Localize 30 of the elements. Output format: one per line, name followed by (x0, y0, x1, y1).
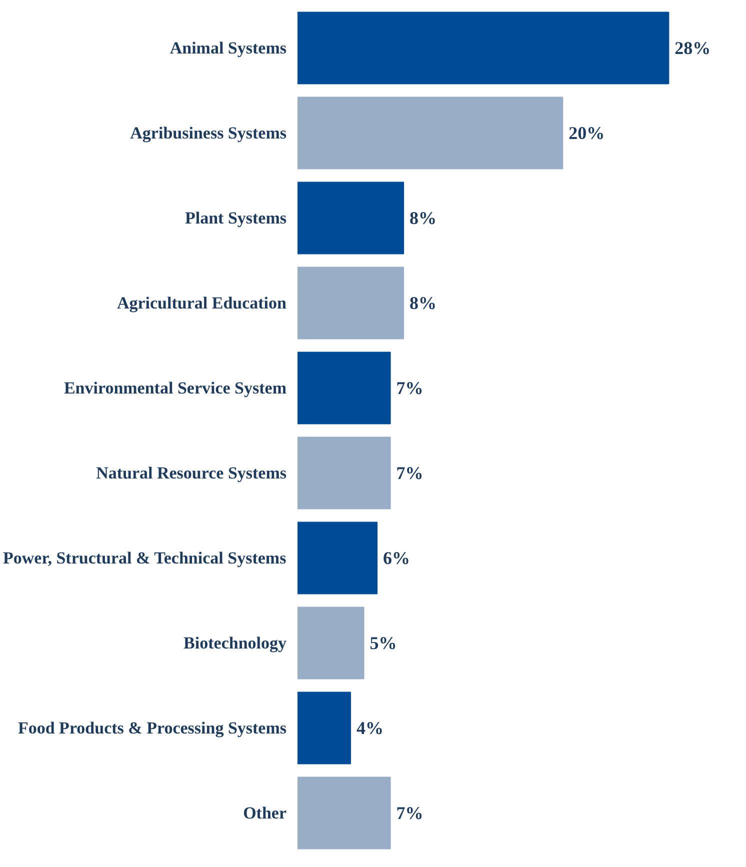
y-tick-label: Power, Structural & Technical Systems (3, 548, 287, 568)
y-tick-label: Food Products & Processing Systems (18, 718, 287, 738)
bar (298, 352, 391, 424)
data-label: 8% (410, 293, 437, 313)
bar (298, 436, 391, 510)
data-label: 7% (396, 463, 424, 483)
y-tick-label: Animal Systems (170, 38, 287, 58)
data-label: 8% (410, 208, 437, 228)
y-tick-label: Plant Systems (184, 208, 287, 228)
bar (298, 692, 352, 764)
y-tick-label: Environmental Service System (64, 378, 287, 398)
bar (298, 776, 391, 850)
y-tick-label: Other (243, 804, 287, 822)
y-tick-label: Natural Resource Systems (96, 464, 287, 482)
bar (298, 96, 564, 170)
bar (298, 12, 670, 84)
data-label: 4% (356, 718, 384, 738)
data-label: 28% (674, 38, 711, 58)
bar (298, 182, 404, 254)
data-label: 6% (383, 548, 410, 568)
bar (298, 606, 364, 680)
y-tick-label: Agribusiness Systems (130, 124, 287, 142)
data-label: 20% (568, 123, 605, 143)
y-tick-label: Biotechnology (184, 634, 287, 652)
data-label: 7% (396, 803, 424, 823)
y-tick-label: Agricultural Education (116, 294, 288, 312)
data-label: 5% (370, 633, 397, 653)
bar (298, 522, 378, 594)
bar (298, 266, 404, 340)
data-label: 7% (396, 378, 424, 398)
